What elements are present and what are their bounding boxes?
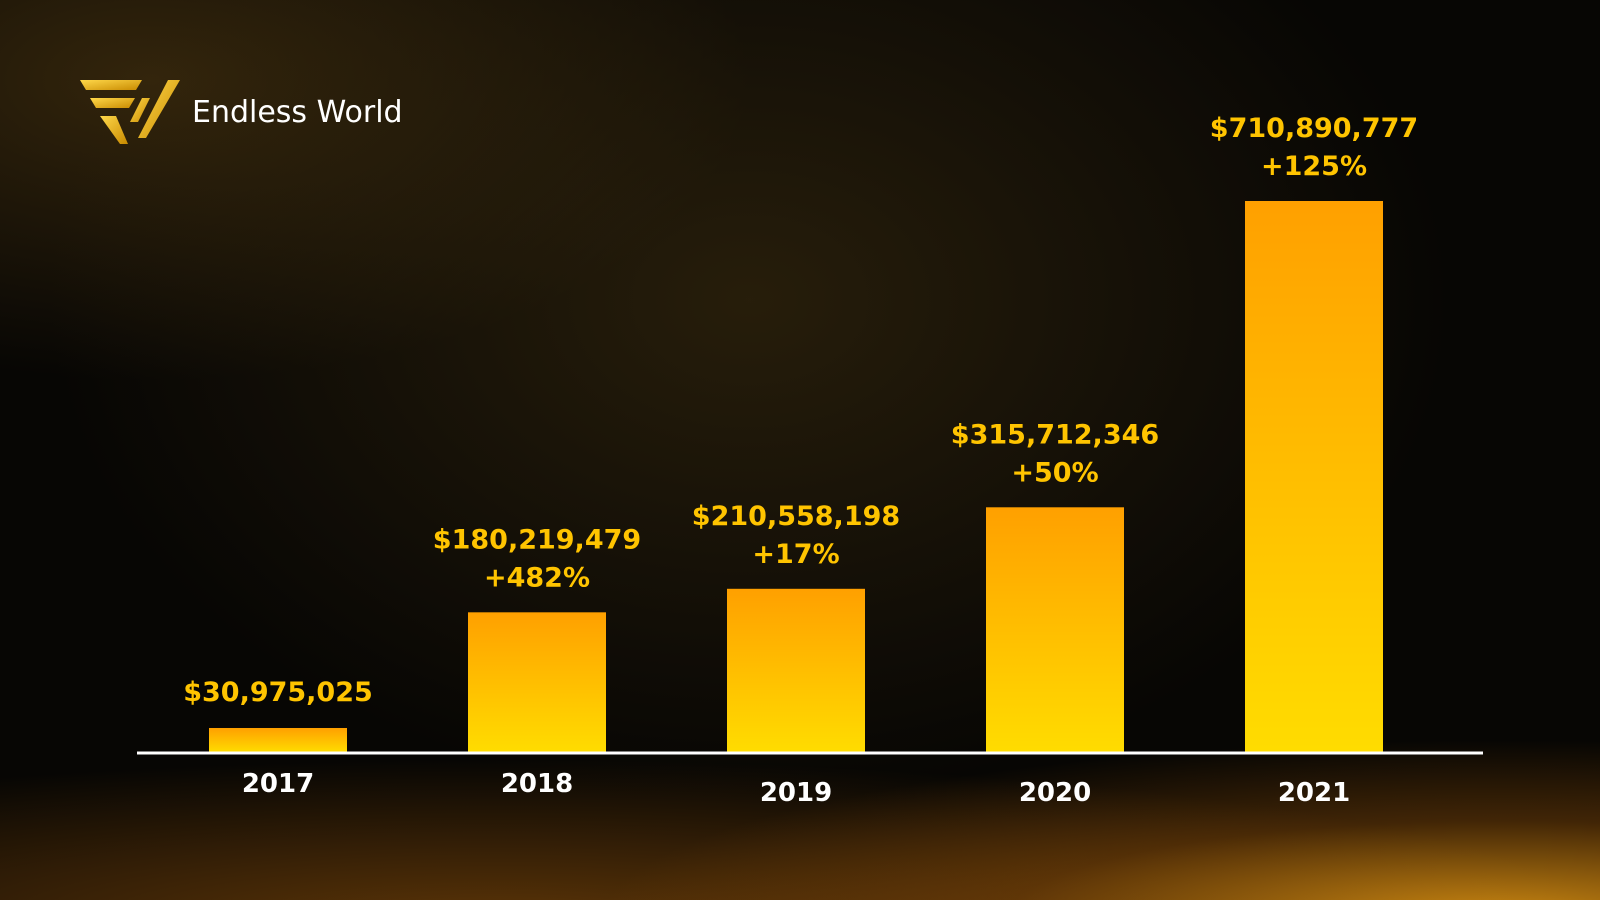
x-tick-label-2017: 2017 [242, 769, 314, 799]
value-label-2019: $210,558,198 [692, 501, 900, 532]
value-label-2020: $315,712,346 [951, 419, 1159, 450]
brand-name: Endless World [192, 94, 403, 130]
growth-label-2020: +50% [1011, 457, 1098, 488]
x-tick-label-2020: 2020 [1019, 778, 1091, 808]
bar-2017 [209, 727, 347, 752]
growth-label-2021: +125% [1261, 151, 1367, 182]
value-label-2018: $180,219,479 [433, 524, 641, 555]
value-label-2021: $710,890,777 [1210, 113, 1418, 144]
bar-2021 [1245, 201, 1383, 752]
growth-label-2019: +17% [752, 539, 839, 570]
bar-2019 [727, 588, 865, 752]
endless-world-logo-icon [80, 80, 180, 144]
x-tick-label-2019: 2019 [760, 778, 832, 808]
value-label-2017: $30,975,025 [183, 677, 373, 708]
x-tick-label-2021: 2021 [1278, 778, 1350, 808]
x-tick-label-2018: 2018 [501, 769, 573, 799]
growth-label-2018: +482% [484, 562, 590, 593]
bar-2018 [468, 612, 606, 752]
brand-logo: Endless World [80, 78, 403, 146]
bar-2020 [986, 507, 1124, 752]
